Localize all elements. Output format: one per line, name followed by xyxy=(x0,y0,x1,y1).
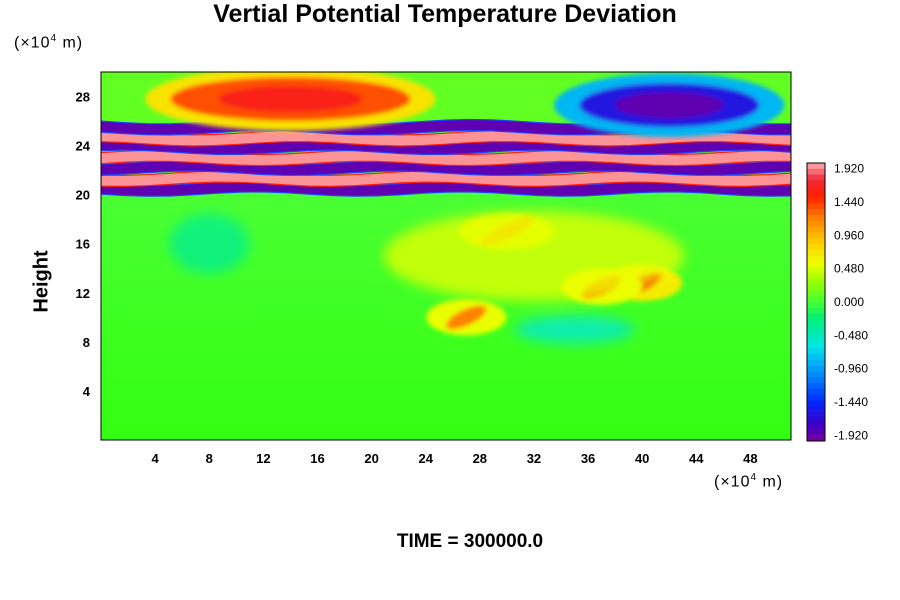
colorbar-swatch xyxy=(807,163,825,170)
x-tick-label: 20 xyxy=(364,451,378,466)
colorbar-tick-label: -1.920 xyxy=(834,428,868,442)
colorbar-swatch xyxy=(807,354,825,361)
colorbar-tick-label: -0.960 xyxy=(834,362,868,376)
y-tick-label: 16 xyxy=(76,237,90,252)
x-axis-ticks: 4 8 12 16 20 24 28 32 36 40 44 48 xyxy=(152,451,758,466)
y-tick-label: 4 xyxy=(83,384,91,399)
colorbar-swatch xyxy=(807,197,825,205)
colorbar-swatch xyxy=(807,209,825,216)
colorbar-swatch xyxy=(807,371,825,378)
colorbar-swatch xyxy=(807,435,825,442)
colorbar-swatch xyxy=(807,302,825,309)
colorbar-swatch xyxy=(807,377,825,384)
colorbar-frame xyxy=(806,162,826,442)
y-tick-label: 28 xyxy=(76,90,90,105)
colorbar-swatch xyxy=(807,325,825,332)
colorbar-swatch xyxy=(807,244,825,251)
colorbar-tick-label: -0.480 xyxy=(834,328,868,342)
colorbar-swatch xyxy=(807,429,825,436)
colorbar-tick-label: 1.440 xyxy=(834,195,864,209)
plot-area xyxy=(101,72,791,440)
x-axis-unit: (×104 m) xyxy=(714,472,784,491)
colorbar: 1.920 1.440 0.960 0.480 0.000 -0.480 -0.960 -1.… xyxy=(806,162,868,442)
y-axis-unit: (×104 m) xyxy=(14,33,84,52)
colorbar-swatch xyxy=(807,284,825,291)
colorbar-swatch xyxy=(807,267,825,274)
colorbar-swatch xyxy=(807,191,825,199)
colorbar-swatch xyxy=(807,330,825,338)
colorbar-tick-label: 1.920 xyxy=(834,162,864,176)
x-tick-label: 4 xyxy=(152,451,160,466)
colorbar-swatch xyxy=(807,423,825,430)
colorbar-swatch xyxy=(807,348,825,355)
x-tick-label: 48 xyxy=(743,451,757,466)
feature-peak xyxy=(615,91,724,119)
colorbar-swatch xyxy=(807,412,825,419)
x-tick-label: 16 xyxy=(310,451,324,466)
colorbar-tick-label: 0.480 xyxy=(834,262,864,276)
time-label: TIME = 300000.0 xyxy=(396,531,544,552)
x-tick-label: 8 xyxy=(206,451,213,466)
y-tick-label: 8 xyxy=(83,335,90,350)
colorbar-swatch xyxy=(807,394,825,401)
x-tick-label: 44 xyxy=(689,451,704,466)
y-tick-label: 20 xyxy=(76,188,90,203)
colorbar-swatch xyxy=(807,336,825,344)
x-tick-label: 32 xyxy=(527,451,541,466)
plot-frame xyxy=(100,71,792,441)
y-tick-label: 24 xyxy=(76,139,91,154)
layer-band xyxy=(101,159,791,176)
colorbar-swatch xyxy=(807,249,825,257)
colorbar-swatch xyxy=(807,406,825,413)
y-axis-ticks: 4 8 12 16 20 24 28 xyxy=(76,90,91,399)
colorbar-swatch xyxy=(807,388,825,396)
colorbar-swatch xyxy=(807,215,825,222)
colorbar-swatch xyxy=(807,180,825,187)
chart-title: Vertial Potential Temperature Deviation xyxy=(213,0,677,28)
x-tick-label: 28 xyxy=(473,451,487,466)
x-tick-label: 36 xyxy=(581,451,595,466)
x-tick-label: 24 xyxy=(418,451,433,466)
feature-peak xyxy=(218,85,363,113)
colorbar-swatch xyxy=(807,365,825,372)
colorbar-swatch xyxy=(807,383,825,390)
x-tick-label: 40 xyxy=(635,451,649,466)
colorbar-swatch xyxy=(807,278,825,286)
colorbar-swatch xyxy=(807,342,825,349)
colorbar-swatch xyxy=(807,417,825,425)
colorbar-swatch xyxy=(807,261,825,268)
colorbar-swatch xyxy=(807,238,825,245)
x-tick-label: 12 xyxy=(256,451,270,466)
colorbar-swatch xyxy=(807,273,825,280)
colorbar-swatch xyxy=(807,319,825,326)
cool-zone xyxy=(514,315,635,344)
colorbar-swatch xyxy=(807,203,825,210)
colorbar-swatch xyxy=(807,359,825,367)
colorbar-swatch xyxy=(807,290,825,297)
colorbar-swatch xyxy=(807,400,825,407)
colorbar-swatch xyxy=(807,220,825,228)
colorbar-swatch xyxy=(807,255,825,262)
y-tick-label: 12 xyxy=(76,286,90,301)
colorbar-swatch xyxy=(807,296,825,303)
colorbar-tick-label: 0.960 xyxy=(834,228,864,242)
colorbar-swatch xyxy=(807,313,825,320)
colorbar-swatch xyxy=(807,307,825,315)
colorbar-tick-label: -1.440 xyxy=(834,395,868,409)
colorbar-swatch xyxy=(807,226,825,233)
colorbar-swatch xyxy=(807,174,825,181)
feature-core xyxy=(446,305,487,330)
turbulent-zone xyxy=(383,211,684,301)
colorbar-tick-label: 0.000 xyxy=(834,295,864,309)
colorbar-swatch xyxy=(807,168,825,176)
colorbar-swatch xyxy=(807,186,825,193)
cool-zone xyxy=(169,213,250,274)
colorbar-swatch xyxy=(807,232,825,239)
